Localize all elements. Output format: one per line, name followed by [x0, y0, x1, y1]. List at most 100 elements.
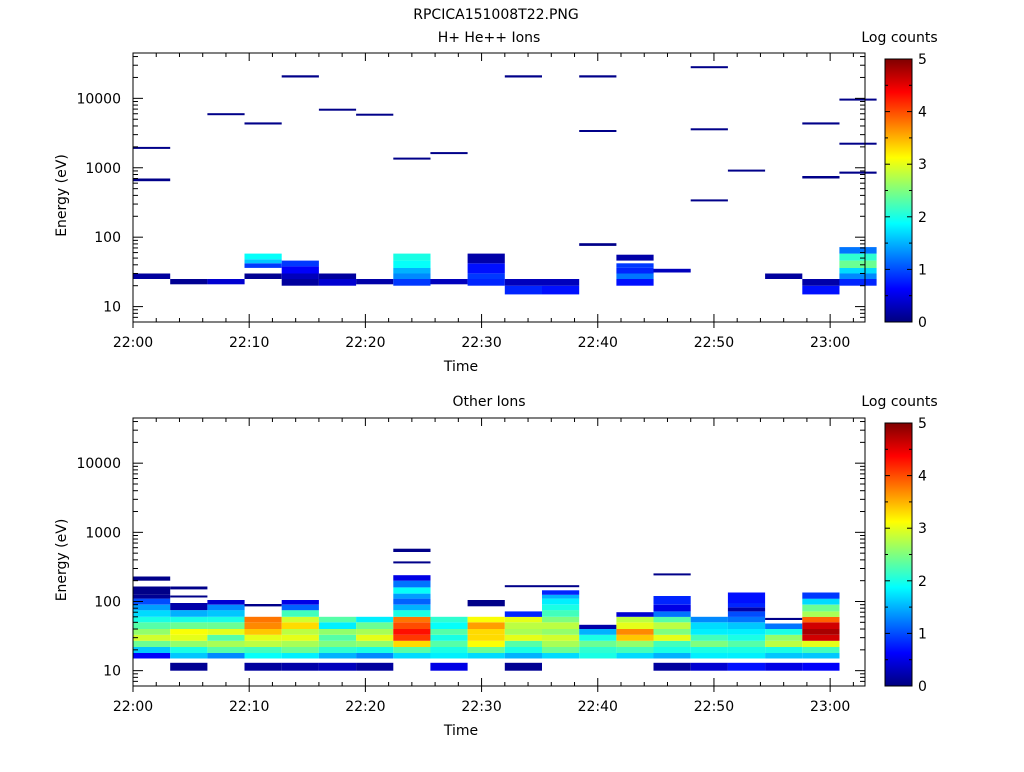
heatmap-cell	[690, 629, 728, 635]
heatmap-cell	[802, 653, 840, 659]
heatmap-cell	[839, 142, 877, 145]
y-tick-label: 100	[94, 230, 121, 246]
heatmap-cell	[318, 616, 357, 623]
heatmap-cell	[690, 622, 728, 629]
heatmap-cell	[430, 622, 468, 629]
heatmap-cell	[542, 604, 580, 611]
heatmap-cell	[727, 653, 766, 659]
heatmap-cell	[281, 75, 319, 78]
heatmap-cell	[616, 647, 654, 653]
heatmap-cell	[467, 616, 505, 623]
heatmap-cell	[281, 653, 319, 659]
x-tick-label: 22:00	[113, 699, 153, 715]
heatmap-cell	[356, 279, 394, 285]
colorbar-gradient	[884, 422, 913, 687]
heatmap-cell	[690, 66, 728, 69]
heatmap-cell	[318, 634, 357, 641]
heatmap-cell	[504, 616, 542, 623]
colorbar-tick-label: 1	[918, 626, 927, 642]
heatmap-cell	[839, 253, 877, 261]
heatmap-cell	[393, 587, 431, 594]
y-axis-label: Energy (eV)	[54, 519, 70, 602]
heatmap-cell	[467, 273, 505, 279]
colorbar-tick-label: 4	[918, 469, 927, 485]
heatmap-cell	[170, 622, 208, 629]
heatmap-cell	[653, 573, 691, 576]
heatmap-cell	[542, 616, 580, 623]
y-axis: 10 100 1000 10000	[76, 421, 865, 687]
heatmap-cell	[653, 640, 691, 647]
heatmap-cell	[133, 598, 171, 605]
heatmap-cell	[393, 647, 431, 653]
heatmap-cell	[356, 647, 394, 653]
heatmap-cell	[393, 598, 431, 605]
heatmap-cell	[133, 586, 171, 595]
heatmap-cell	[467, 640, 505, 647]
heatmap-cell	[467, 263, 505, 274]
heatmap-cell	[430, 662, 468, 671]
heatmap-cell	[393, 629, 431, 635]
heatmap-cell	[133, 634, 171, 641]
heatmap-cell	[839, 247, 877, 254]
heatmap-cell	[802, 629, 840, 635]
heatmap-cell	[653, 634, 691, 641]
heatmap-cell	[504, 285, 542, 295]
colorbar-tick-label: 3	[918, 521, 927, 537]
heatmap-cell	[616, 263, 654, 268]
heatmap-cell	[318, 108, 357, 111]
heatmap-cell	[393, 622, 431, 629]
heatmap-cell	[393, 575, 431, 581]
x-tick-label: 22:50	[694, 335, 734, 351]
heatmap-cell	[542, 647, 580, 653]
x-axis: 22:00 22:10 22:20 22:30 22:40 22:50 23:00	[113, 418, 854, 715]
heatmap-cell	[690, 616, 728, 623]
x-tick-label: 22:30	[461, 335, 501, 351]
heatmap-cell	[207, 634, 245, 641]
heatmap-cell	[504, 75, 542, 78]
heatmap-cell	[244, 640, 282, 647]
heatmap-cell	[765, 662, 803, 671]
y-tick-label: 10	[103, 300, 121, 316]
heatmap-cell	[579, 647, 617, 653]
heatmap-cell	[727, 607, 766, 612]
heatmap-cell	[244, 647, 282, 653]
heatmap-cell	[690, 199, 728, 202]
heatmap-cell	[207, 622, 245, 629]
heatmap-cell	[133, 273, 171, 279]
heatmap-cell	[765, 640, 803, 647]
heatmap-cell	[802, 279, 840, 286]
heatmap-cell	[207, 629, 245, 635]
heatmap-cell	[839, 268, 877, 274]
y-tick-label: 100	[94, 594, 121, 610]
heatmap-cell	[542, 585, 580, 588]
heatmap-cell	[133, 653, 171, 659]
heatmap-cell	[765, 273, 803, 279]
heatmap-cell	[616, 634, 654, 641]
heatmap-cell	[467, 253, 505, 264]
heatmap-cell	[133, 146, 171, 149]
heatmap-cell	[504, 653, 542, 659]
heatmap-cell	[542, 640, 580, 647]
heatmap-cell	[802, 285, 840, 295]
heatmap-cell	[467, 629, 505, 635]
heatmap-cell	[170, 653, 208, 659]
heatmap-cell	[207, 600, 245, 605]
heatmap-cell	[430, 629, 468, 635]
x-axis-label: Time	[443, 723, 478, 739]
heatmap-cells	[133, 66, 877, 295]
heatmap-cell	[802, 122, 840, 125]
heatmap-cell	[653, 268, 691, 273]
heatmap-cell	[802, 611, 840, 617]
heatmap-cell	[653, 616, 691, 623]
heatmap-cell	[727, 647, 766, 653]
heatmap-cell	[170, 647, 208, 653]
heatmap-cell	[133, 178, 171, 182]
heatmap-cell	[653, 653, 691, 659]
heatmap-cell	[616, 612, 654, 617]
heatmap-cell	[393, 604, 431, 611]
heatmap-cell	[133, 576, 171, 581]
heatmap-cell	[430, 634, 468, 641]
panel-other-ions: Other Ions 22:00 22:10 22:20 22:30 22:40 22:50…	[54, 394, 938, 739]
heatmap-cell	[727, 592, 766, 604]
